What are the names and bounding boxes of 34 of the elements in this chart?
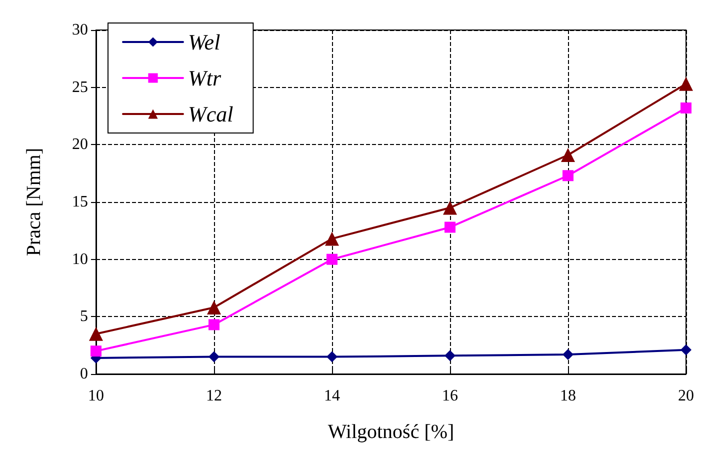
y-tick-label: 25 xyxy=(72,78,88,96)
y-tick-label: 10 xyxy=(72,250,88,268)
point xyxy=(326,351,338,362)
point xyxy=(208,351,220,362)
point xyxy=(207,300,221,314)
point xyxy=(679,76,693,91)
x-tick-label: 18 xyxy=(560,388,576,404)
point xyxy=(680,344,692,356)
y-tick-label: 30 xyxy=(72,22,88,38)
point xyxy=(325,232,339,246)
x-tick-label: 16 xyxy=(442,388,458,404)
x-axis-title: Wilgotność [%] xyxy=(328,421,454,443)
point xyxy=(562,170,574,182)
point xyxy=(326,254,338,265)
point xyxy=(562,349,574,360)
y-axis-title: Praca [Nmm] xyxy=(23,148,45,256)
x-tick-label: 12 xyxy=(206,388,222,404)
y-tick-label: 5 xyxy=(80,308,88,326)
x-tick-label: 14 xyxy=(324,388,340,404)
legend-label: Wtr xyxy=(188,66,222,90)
y-tick-label: 20 xyxy=(72,136,88,154)
y-tick-label: 0 xyxy=(80,366,88,382)
point xyxy=(680,102,692,114)
legend-label: Wel xyxy=(188,30,220,54)
point xyxy=(89,326,103,341)
y-tick-label: 15 xyxy=(72,194,88,210)
legend-label: Wcal xyxy=(188,102,234,126)
point xyxy=(90,346,102,357)
point xyxy=(443,200,457,215)
point xyxy=(208,319,220,330)
point xyxy=(444,350,456,362)
x-tick-label: 20 xyxy=(678,388,694,404)
point xyxy=(561,148,575,162)
point xyxy=(444,222,456,233)
